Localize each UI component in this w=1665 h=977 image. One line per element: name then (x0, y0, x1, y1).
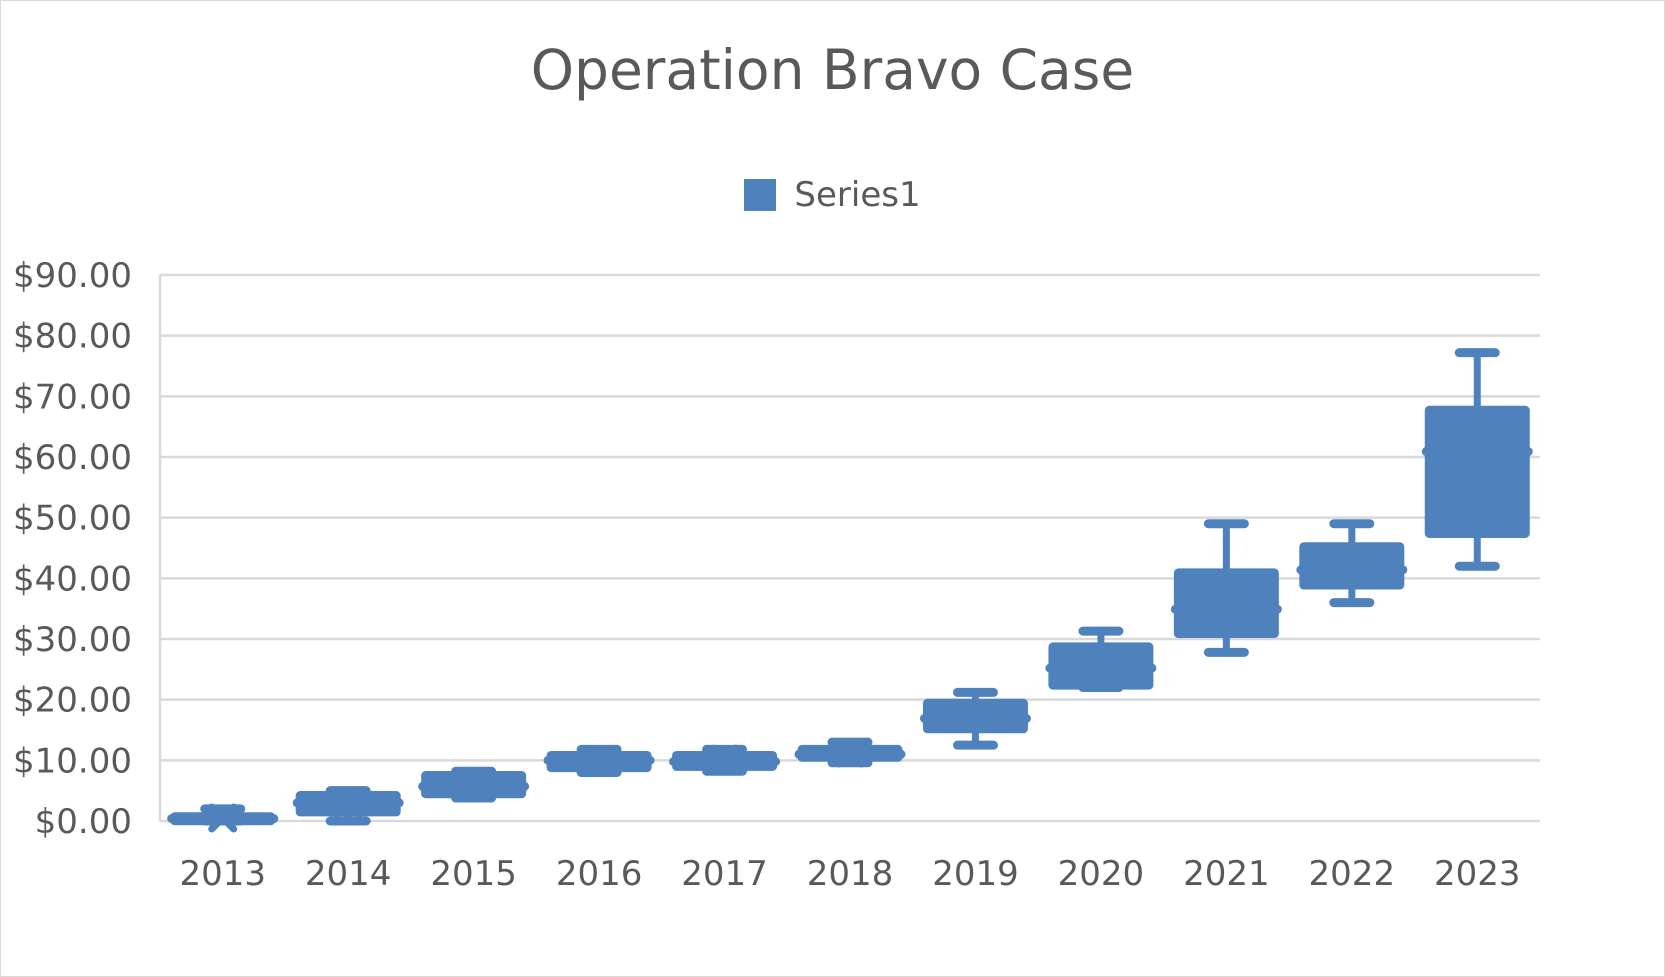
x-tick-label: 2014 (305, 854, 392, 894)
y-tick-label: $0.00 (35, 802, 132, 842)
mean-marker (333, 788, 363, 818)
mean-marker (1337, 550, 1367, 580)
mean-marker (1462, 460, 1492, 490)
legend-swatch (744, 179, 777, 211)
x-tick-label: 2017 (681, 854, 768, 894)
y-tick-label: $60.00 (13, 438, 132, 478)
legend-label: Series1 (794, 175, 921, 215)
x-tick-label: 2013 (179, 854, 266, 894)
mean-marker (1086, 651, 1116, 681)
x-tick-label: 2020 (1058, 854, 1145, 894)
mean-marker (208, 803, 238, 833)
y-tick-label: $80.00 (13, 317, 132, 357)
box (1424, 405, 1530, 538)
y-tick-label: $20.00 (13, 681, 132, 721)
x-tick-label: 2015 (430, 854, 517, 894)
x-tick-label: 2016 (556, 854, 643, 894)
mean-marker (459, 770, 489, 800)
y-tick-label: $70.00 (13, 377, 132, 417)
x-tick-label: 2019 (932, 854, 1019, 894)
mean-marker (960, 702, 990, 732)
y-tick-label: $50.00 (13, 499, 132, 539)
y-tick-label: $90.00 (13, 256, 132, 296)
mean-marker (1211, 588, 1241, 618)
x-tick-label: 2021 (1183, 854, 1270, 894)
mean-marker (835, 738, 865, 768)
mean-marker (584, 745, 614, 775)
y-tick-label: $10.00 (13, 741, 132, 781)
x-tick-label: 2023 (1434, 854, 1521, 894)
x-tick-label: 2018 (807, 854, 894, 894)
y-tick-label: $40.00 (13, 559, 132, 599)
mean-marker (710, 744, 740, 774)
legend: Series1 (0, 175, 1665, 216)
x-tick-label: 2022 (1309, 854, 1396, 894)
chart-title: Operation Bravo Case (530, 38, 1135, 102)
y-tick-label: $30.00 (13, 620, 132, 660)
